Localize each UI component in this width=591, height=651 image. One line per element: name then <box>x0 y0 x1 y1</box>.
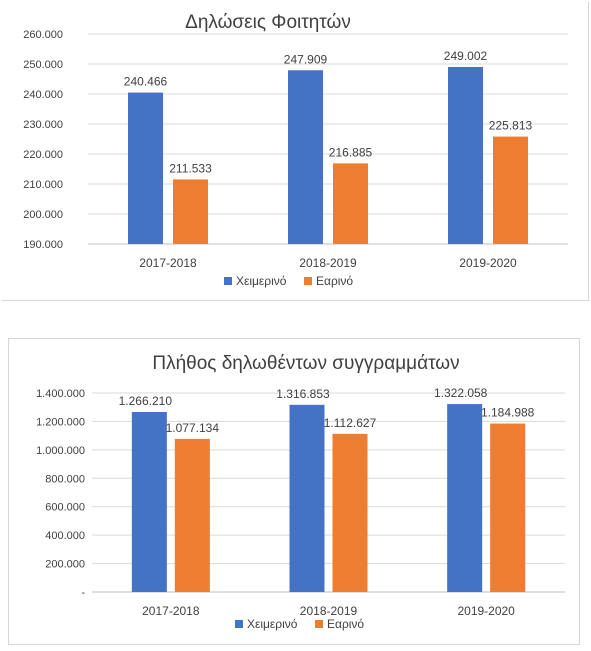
data-label: 1.316.853 <box>276 387 330 401</box>
y-tick-label: 400.000 <box>45 530 85 542</box>
data-label: 249.002 <box>444 49 488 63</box>
legend-label: Χειμερινό <box>236 274 287 288</box>
y-tick-label: 200.000 <box>45 559 85 571</box>
bar-spring-2017-2018 <box>174 438 210 592</box>
bar-winter-2018-2019 <box>288 70 323 244</box>
bar-spring-2018-2019 <box>332 433 368 592</box>
y-tick-label: 260.000 <box>23 29 63 41</box>
y-tick-label: 200.000 <box>23 209 63 221</box>
y-tick-label: 600.000 <box>45 502 85 514</box>
legend-swatch <box>315 620 323 628</box>
data-label: 1.266.210 <box>119 394 173 408</box>
y-tick-label: 220.000 <box>23 149 63 161</box>
x-tick-label: 2018-2019 <box>300 604 358 618</box>
legend-label: Εαρινό <box>327 617 364 631</box>
legend-label: Χειμερινό <box>247 617 298 631</box>
y-tick-label: 250.000 <box>23 59 63 71</box>
chart-panel-textbooks-declared: Πλήθος δηλωθέντων συγγραμμάτων - 200.000 4… <box>8 338 580 645</box>
bar-winter-2017-2018 <box>131 412 167 592</box>
bar-winter-2018-2019 <box>289 404 325 592</box>
bar-spring-2019-2020 <box>490 423 526 592</box>
chart-title: Δηλώσεις Φοιτητών <box>185 12 351 33</box>
bar-spring-2019-2020 <box>493 136 528 244</box>
x-tick-label: 2018-2019 <box>299 256 357 270</box>
y-tick-label: 230.000 <box>23 119 63 131</box>
data-label: 1.184.988 <box>481 406 535 420</box>
x-tick-label: 2019-2020 <box>457 604 515 618</box>
data-label: 216.885 <box>329 145 373 159</box>
y-tick-label: 800.000 <box>45 473 85 485</box>
chart-title: Πλήθος δηλωθέντων συγγραμμάτων <box>152 353 459 374</box>
legend-swatch <box>224 277 232 285</box>
y-tick-label: 1.200.000 <box>36 416 85 428</box>
y-tick-label: - <box>81 587 85 599</box>
chart-svg: Δηλώσεις Φοιτητών 190.000 200.000 210.000 2… <box>23 12 568 288</box>
bar-winter-2019-2020 <box>447 404 483 592</box>
data-label: 247.909 <box>284 52 328 66</box>
data-label: 1.112.627 <box>324 416 377 430</box>
y-tick-label: 1.000.000 <box>36 445 85 457</box>
y-tick-label: 190.000 <box>23 239 63 251</box>
data-label: 225.813 <box>489 119 533 133</box>
legend-label: Εαρινό <box>316 274 353 288</box>
chart-svg: Πλήθος δηλωθέντων συγγραμμάτων - 200.000 4… <box>36 353 565 631</box>
x-tick-label: 2017-2018 <box>139 256 197 270</box>
bar-winter-2019-2020 <box>448 66 483 244</box>
bar-spring-2017-2018 <box>173 179 208 244</box>
chart-panel-student-declarations: Δηλώσεις Φοιτητών 190.000 200.000 210.000 2… <box>2 2 589 301</box>
y-tick-label: 240.000 <box>23 89 63 101</box>
data-label: 1.077.134 <box>166 421 220 435</box>
bar-winter-2017-2018 <box>128 92 163 245</box>
x-tick-label: 2019-2020 <box>459 256 517 270</box>
legend-swatch <box>235 620 243 628</box>
data-label: 240.466 <box>124 75 168 89</box>
bar-spring-2018-2019 <box>333 163 368 244</box>
x-tick-label: 2017-2018 <box>142 604 200 618</box>
y-tick-label: 210.000 <box>23 179 63 191</box>
y-tick-label: 1.400.000 <box>36 388 85 400</box>
data-label: 1.322.058 <box>434 386 488 400</box>
data-label: 211.533 <box>169 161 212 175</box>
legend-swatch <box>304 277 312 285</box>
